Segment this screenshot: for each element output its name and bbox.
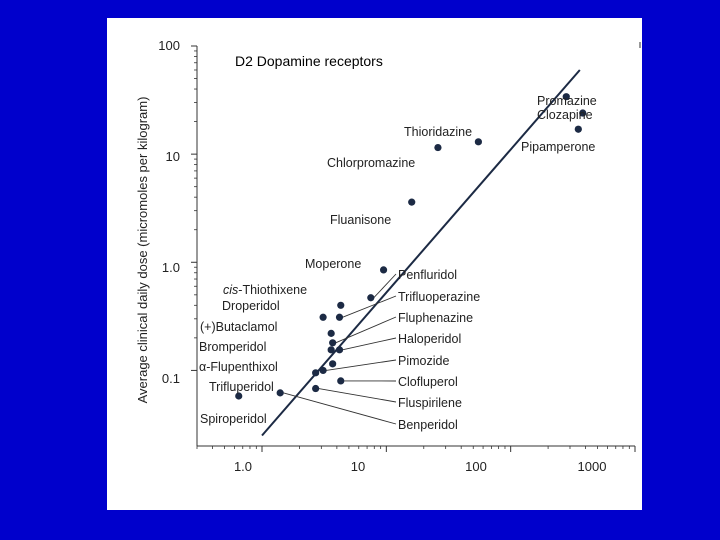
label-clozapine: Clozapine	[537, 108, 593, 122]
label-penfluridol: Penfluridol	[398, 268, 457, 282]
y-tick-label-0.1: 0.1	[162, 371, 180, 386]
point-fluphenazine	[329, 339, 337, 347]
point-bromperidol	[327, 346, 335, 354]
y-axis-label: Average clinical daily dose (micromoles …	[135, 97, 150, 404]
label-trifluperidol: Trifluperidol	[209, 380, 274, 394]
point-promazine	[562, 93, 570, 101]
point-labels: Promazine Clozapine Pipamperone Thiorida…	[199, 94, 597, 432]
point-thioridazine	[474, 138, 482, 146]
point-fluspirilene	[312, 384, 320, 393]
label-cis-thiothixene: cis-Thiothixene	[223, 283, 307, 297]
x-tick-labels: 1.0 10 100 1000	[234, 459, 607, 474]
x-tick-label-1: 1.0	[234, 459, 252, 474]
point-pipamperone	[574, 125, 582, 133]
label-chlorpromazine: Chlorpromazine	[327, 156, 415, 170]
label-butaclamol: (+)Butaclamol	[200, 320, 277, 334]
leader-fluphenazine	[335, 316, 397, 344]
label-alpha-prefix: α	[199, 360, 206, 374]
label-spiroperidol: Spiroperidol	[200, 412, 267, 426]
point-cis-thiothixene	[337, 301, 345, 309]
point-clozapine	[579, 109, 587, 117]
point-haloperidol	[335, 346, 344, 354]
label-clofluperol: Clofluperol	[398, 375, 458, 389]
label-flupenthixol-suffix: -Flupenthixol	[206, 360, 278, 374]
y-tick-label-100: 100	[158, 38, 180, 53]
x-tick-label-1000: 1000	[578, 459, 607, 474]
leader-lines	[283, 273, 397, 425]
label-promazine: Promazine	[537, 94, 597, 108]
y-tick-label-1: 1.0	[162, 260, 180, 275]
slide-panel: D2 Dopamine receptors Average clinical d…	[107, 18, 642, 510]
point-alpha-flupenthixol	[329, 360, 337, 368]
data-points	[235, 93, 587, 400]
axes-frame	[191, 42, 641, 452]
label-pipamperone: Pipamperone	[521, 140, 595, 154]
point-benperidol	[276, 389, 284, 397]
label-benperidol: Benperidol	[398, 418, 458, 432]
scatter-chart: D2 Dopamine receptors Average clinical d…	[135, 38, 641, 474]
label-cis-prefix: cis	[223, 283, 238, 297]
y-tick-labels: 100 10 1.0 0.1	[158, 38, 180, 386]
x-tick-label-100: 100	[465, 459, 487, 474]
point-moperone	[379, 266, 388, 274]
label-pimozide: Pimozide	[398, 354, 449, 368]
label-droperidol: Droperidol	[222, 299, 280, 313]
point-trifluperidol	[312, 369, 320, 377]
leader-penfluridol	[373, 273, 397, 299]
point--butaclamol	[327, 329, 335, 337]
label-trifluoperazine: Trifluoperazine	[398, 290, 480, 304]
leader-benperidol	[283, 392, 397, 425]
chart-title: D2 Dopamine receptors	[235, 53, 383, 69]
y-tick-label-10: 10	[166, 149, 180, 164]
label-fluspirilene: Fluspirilene	[398, 396, 462, 410]
label-thiothixene-suffix: -Thiothixene	[238, 283, 307, 297]
label-fluanisone: Fluanisone	[330, 213, 391, 227]
point-fluanisone	[408, 198, 416, 206]
point-trifluoperazine	[335, 313, 344, 321]
point-pimozide	[319, 366, 327, 375]
point-chlorpromazine	[434, 143, 442, 152]
label-thioridazine: Thioridazine	[404, 125, 472, 139]
point-clofluperol	[337, 377, 345, 385]
x-tick-label-10: 10	[351, 459, 365, 474]
leader-pimozide	[326, 359, 397, 371]
label-bromperidol: Bromperidol	[199, 340, 266, 354]
label-moperone: Moperone	[305, 257, 361, 271]
point-penfluridol	[367, 294, 375, 302]
label-fluphenazine: Fluphenazine	[398, 311, 473, 325]
point-droperidol	[319, 313, 327, 321]
leader-trifluoperazine	[342, 295, 397, 318]
label-haloperidol: Haloperidol	[398, 332, 461, 346]
leader-haloperidol	[342, 337, 397, 351]
label-flupenthixol: α-Flupenthixol	[199, 360, 278, 374]
point-spiroperidol	[235, 392, 243, 400]
leader-fluspirilene	[318, 388, 397, 403]
